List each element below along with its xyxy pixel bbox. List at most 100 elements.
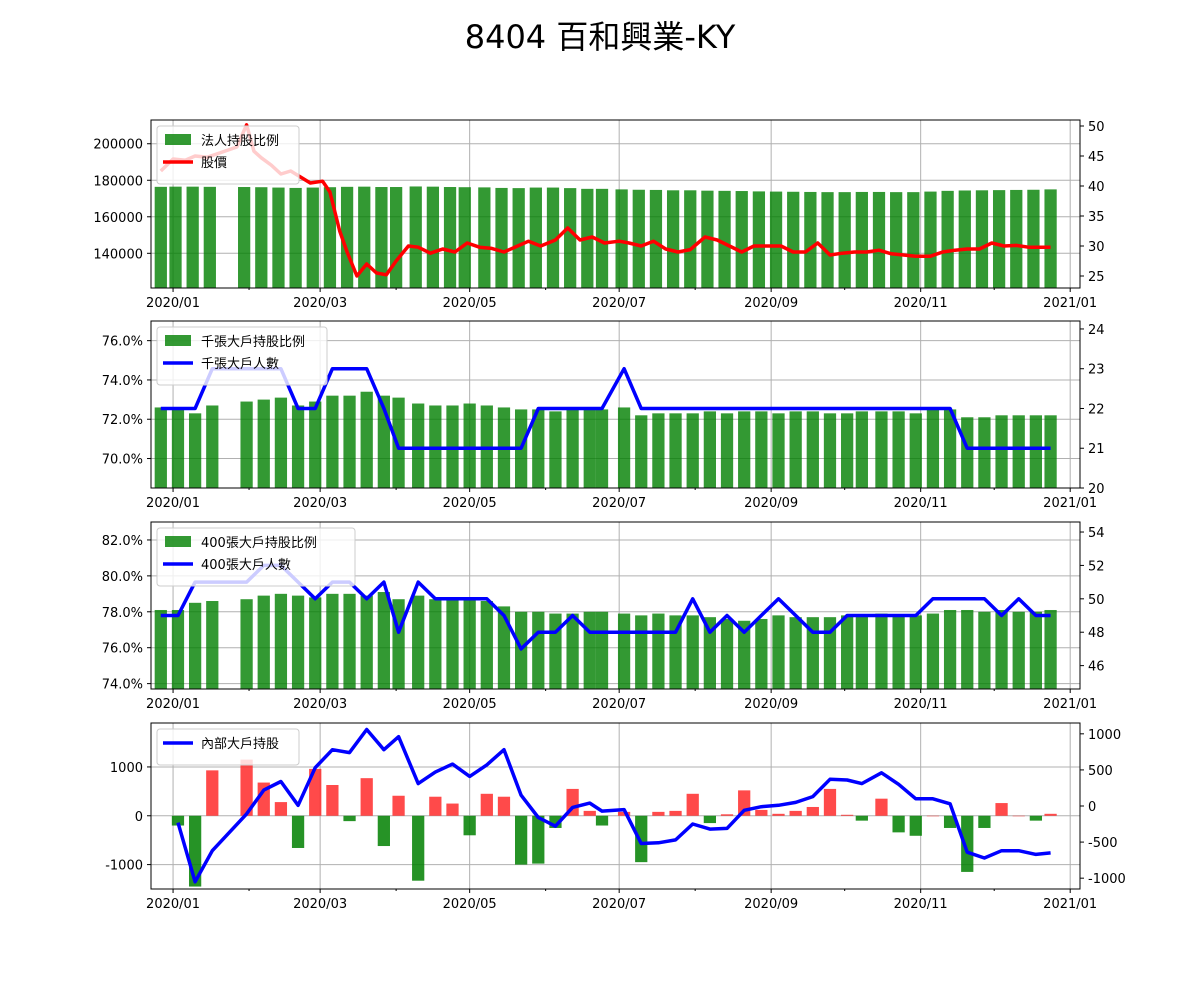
bar xyxy=(583,810,596,816)
bar xyxy=(512,188,525,288)
bar xyxy=(978,611,991,689)
legend: 內部大戶持股 xyxy=(156,728,300,766)
y-right-tick-label: 24 xyxy=(1088,323,1105,338)
bar xyxy=(257,782,270,816)
bar xyxy=(323,187,337,288)
panel-thousand_lot: 2020/01 2020/03 2020/05 2020/07 2020/09 2020/… xyxy=(102,320,1105,511)
legend-label: 千張大戶人數 xyxy=(201,357,279,372)
bar xyxy=(529,187,542,288)
bar xyxy=(274,802,288,816)
bar xyxy=(240,759,253,816)
bar xyxy=(203,186,216,288)
bar xyxy=(240,599,253,689)
bar xyxy=(872,191,886,288)
x-tick-label: 2020/07 xyxy=(592,296,646,311)
bar xyxy=(669,413,682,488)
bar xyxy=(389,187,403,288)
bar xyxy=(666,190,680,288)
x-tick-label: 2020/01 xyxy=(146,296,200,311)
x-tick-label: 2020/11 xyxy=(894,496,948,511)
legend-label: 股價 xyxy=(201,156,227,171)
bar xyxy=(958,190,971,288)
bar xyxy=(443,187,457,288)
bar xyxy=(240,401,253,488)
bar xyxy=(326,593,339,689)
x-tick-label: 2020/07 xyxy=(592,697,646,712)
bar xyxy=(617,811,631,816)
bar xyxy=(429,599,442,689)
bar xyxy=(426,186,440,288)
bar xyxy=(306,187,319,288)
y-right-tick-label: 35 xyxy=(1088,210,1105,225)
bar xyxy=(821,192,834,288)
x-tick-label: 2020/03 xyxy=(293,296,347,311)
y-right-tick-label: -1000 xyxy=(1088,872,1126,887)
bar xyxy=(787,191,800,288)
x-tick-label: 2021/01 xyxy=(1043,296,1097,311)
bar xyxy=(1012,611,1025,689)
bar xyxy=(343,815,356,822)
bar xyxy=(595,815,609,826)
bar xyxy=(718,190,731,288)
bar xyxy=(1044,813,1057,816)
y-right-tick-label: 50 xyxy=(1088,120,1105,135)
y-right-tick-label: 22 xyxy=(1088,402,1105,417)
x-tick-label: 2020/09 xyxy=(744,897,798,912)
y-left-tick-label: 76.0% xyxy=(102,335,143,350)
bar xyxy=(171,815,185,826)
bar xyxy=(617,407,631,488)
bar xyxy=(941,190,954,288)
bar xyxy=(772,813,785,816)
bar xyxy=(480,793,493,816)
bar xyxy=(169,186,182,288)
bar xyxy=(463,599,476,689)
y-right-tick-label: 1000 xyxy=(1088,728,1121,743)
legend-box xyxy=(156,326,328,386)
bar xyxy=(206,770,219,816)
bar xyxy=(257,595,270,689)
x-tick-label: 2020/11 xyxy=(894,897,948,912)
bar xyxy=(703,815,716,824)
y-left-tick-label: 78.0% xyxy=(102,606,143,621)
bar xyxy=(1044,189,1057,288)
bar xyxy=(635,415,648,488)
bar xyxy=(992,190,1006,288)
y-right-tick-label: 40 xyxy=(1088,180,1105,195)
bar xyxy=(446,803,459,816)
y-right-tick-label: 30 xyxy=(1088,240,1105,255)
bar xyxy=(772,413,785,488)
bar xyxy=(924,191,937,288)
bar xyxy=(1012,415,1025,488)
bar xyxy=(412,815,425,881)
bar xyxy=(890,192,903,288)
bar xyxy=(806,617,819,689)
y-left-tick-label: 0 xyxy=(135,810,143,825)
bar xyxy=(497,606,511,689)
bar xyxy=(458,187,471,288)
x-tick-label: 2020/07 xyxy=(592,897,646,912)
bar xyxy=(823,413,837,488)
bar xyxy=(309,597,322,689)
bar xyxy=(892,411,905,488)
bar xyxy=(463,403,476,488)
bar xyxy=(171,407,185,488)
bar xyxy=(412,403,425,488)
bar xyxy=(595,611,609,689)
y-right-tick-label: 21 xyxy=(1088,442,1105,457)
bar xyxy=(549,411,562,488)
y-right-tick-label: 52 xyxy=(1088,559,1105,574)
bar xyxy=(309,768,322,816)
bar xyxy=(892,615,905,689)
bar xyxy=(1010,189,1023,288)
x-tick-label: 2020/05 xyxy=(443,897,497,912)
legend-label: 400張大戶人數 xyxy=(201,558,291,573)
bar xyxy=(841,814,854,816)
panel-four_hundred_lot: 2020/01 2020/03 2020/05 2020/07 2020/09 2020/… xyxy=(102,521,1105,712)
legend-box xyxy=(156,527,356,587)
bar xyxy=(257,399,270,488)
bar xyxy=(961,609,974,689)
bar xyxy=(409,186,422,288)
y-right-tick-label: 25 xyxy=(1088,270,1105,285)
